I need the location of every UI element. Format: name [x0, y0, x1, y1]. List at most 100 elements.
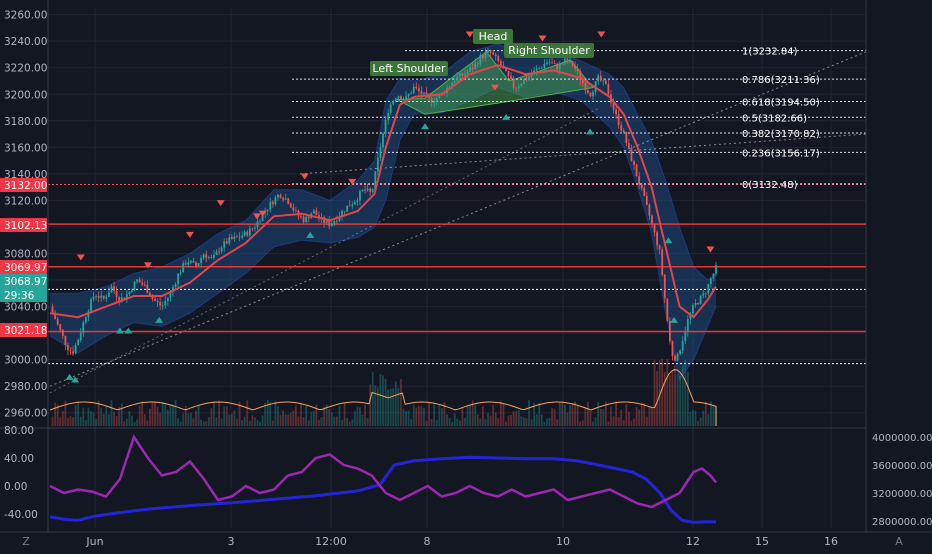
price-badge-text: 29:36	[4, 290, 35, 302]
price-badge-text: 3102.13	[4, 220, 47, 232]
volume-bar	[123, 421, 126, 426]
candle-body	[374, 171, 377, 190]
time-tick-label: 12	[686, 535, 700, 548]
candle-body	[161, 305, 164, 307]
candle-body	[312, 210, 315, 214]
time-tick-label: 3	[228, 535, 235, 548]
volume-bar	[330, 412, 333, 426]
volume-bar	[225, 406, 228, 426]
volume-bar	[663, 371, 666, 426]
volume-bar	[59, 416, 62, 426]
candle-body	[648, 204, 651, 216]
volume-bar	[69, 415, 72, 426]
candle-body	[166, 297, 169, 301]
volume-bar	[328, 409, 331, 426]
volume-bar	[387, 389, 390, 426]
volume-bar	[446, 414, 448, 426]
volume-bar	[338, 406, 341, 426]
candle-body	[410, 92, 413, 95]
candle-body	[448, 86, 451, 88]
candle-body	[202, 254, 205, 259]
trend-lines	[49, 51, 867, 394]
price-tick-label: 3180.00	[4, 116, 47, 128]
buy-marker	[586, 128, 595, 135]
buy-marker	[155, 316, 164, 323]
volume-bar	[177, 418, 179, 426]
candle-body	[220, 247, 223, 252]
volume-bar	[84, 420, 87, 426]
volume-bar	[653, 359, 656, 426]
volume-bar	[156, 407, 159, 426]
volume-bar	[297, 416, 300, 426]
volume-bar	[574, 401, 577, 426]
price-tick-label: 3000.00	[4, 355, 47, 367]
sell-marker	[706, 246, 715, 253]
volume-bar	[189, 412, 192, 426]
price-badge-text: 3132.00	[4, 180, 47, 192]
volume-bar	[230, 413, 233, 426]
volume-bar	[671, 370, 674, 426]
volume-bar	[681, 365, 684, 426]
volume-bar	[709, 401, 712, 426]
volume-bar	[697, 420, 699, 426]
volume-bar	[108, 414, 110, 426]
fib-label: 0(3132.48)	[742, 180, 798, 191]
volume-bar	[343, 402, 346, 426]
candle-body	[379, 147, 382, 159]
candle-body	[522, 79, 525, 85]
volume-bar	[610, 406, 612, 426]
volume-bar	[661, 358, 664, 426]
candle-body	[56, 319, 59, 325]
pattern-label-box	[473, 29, 513, 44]
candle-body	[356, 200, 359, 203]
candle-body	[546, 62, 548, 64]
buy-marker	[664, 237, 673, 244]
candle-body	[405, 96, 407, 100]
volume-bar	[548, 417, 551, 426]
volume-bar	[164, 403, 167, 426]
candle-body	[474, 63, 477, 70]
candle-body	[479, 55, 482, 65]
volume-bar	[597, 402, 600, 426]
candle-body	[287, 198, 290, 204]
volume-bar	[405, 410, 407, 426]
price-tick-label: 3080.00	[4, 248, 47, 260]
candle-body	[61, 329, 64, 336]
candle-body	[218, 251, 220, 253]
candle-body	[602, 80, 605, 82]
fibonacci-levels: 1(3232.84) 0.786(3211.36) 0.618(3194.50) 0.…	[292, 47, 866, 191]
sell-marker	[348, 178, 357, 185]
volume-bar	[105, 405, 108, 426]
volume-bar	[487, 412, 489, 426]
candle-body	[361, 189, 364, 192]
volume-bar	[184, 405, 187, 426]
candle-body	[110, 286, 113, 293]
candle-body	[435, 98, 438, 102]
volume-bar	[533, 402, 536, 426]
volume-bar	[374, 385, 377, 426]
volume-bar	[264, 402, 267, 426]
candle-body	[343, 211, 346, 213]
osc-tick-label: 40.00	[4, 453, 34, 465]
volume-bar	[141, 401, 144, 426]
volume-bar	[282, 410, 284, 426]
volume-bar	[138, 405, 141, 426]
candle-body	[676, 353, 679, 361]
volume-bar	[318, 420, 320, 426]
candle-body	[123, 297, 126, 299]
candle-body	[184, 263, 187, 265]
grid-lines	[0, 8, 866, 528]
signal-markers	[65, 31, 715, 383]
volume-bar	[499, 401, 502, 426]
candle-body	[69, 350, 72, 352]
price-badges: 3132.00 3102.13 3069.97 3068.97 29:36 3021.18	[0, 178, 47, 337]
volume-bar	[464, 417, 466, 426]
candle-body	[236, 236, 238, 238]
volume-bar	[656, 371, 658, 426]
candle-body	[587, 90, 589, 93]
volume-bar	[376, 387, 379, 426]
candle-body	[592, 91, 594, 97]
volume-bar	[566, 412, 569, 426]
